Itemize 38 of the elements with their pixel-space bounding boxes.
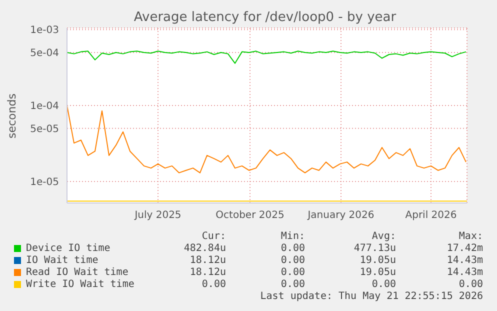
y-tick-label: 1e-04 [30,101,59,112]
text: 482.84u [182,243,226,254]
legend-label: Write IO Wait time [26,279,134,290]
legend-label: IO Wait time [26,255,98,266]
text: Max: [458,231,483,242]
text: 0.00 [370,279,396,290]
y-tick-label: 5e-04 [30,48,59,60]
text: 0.00 [458,279,483,290]
x-tick-label: October 2025 [216,210,284,222]
text: 14.43m [446,255,483,266]
text: 0.00 [280,243,305,254]
y-tick-label: 1e-05 [30,176,59,188]
x-tick-label: January 2026 [306,210,374,222]
y-axis-title: seconds [6,94,18,138]
text: 0.00 [280,255,305,266]
text: 0.00 [200,279,226,290]
text: Min: [280,231,305,242]
chart-title: Average latency for /dev/loop0 - by year [132,10,398,25]
text: Avg: [370,231,396,242]
text: 18.12u [188,255,226,266]
line-series [67,50,466,64]
y-tick-label: 5e-05 [30,124,59,135]
text: 18.12u [188,267,226,278]
text: 0.00 [280,279,305,290]
text: 0.00 [280,267,305,278]
legend-label: Device IO time [26,243,110,254]
x-tick-label: July 2025 [134,210,182,222]
x-tick-label: April 2026 [405,210,457,222]
text: 477.13u [352,243,396,254]
text: Cur: [200,231,226,242]
text: 14.43m [446,267,483,278]
text: 17.42m [446,243,483,254]
y-tick-label: 1e-03 [30,25,59,36]
text: Last update: Thu May 21 22:55:15 2026 [259,291,483,302]
text: 19.05u [358,267,396,278]
text: 19.05u [358,255,396,266]
line-series [67,105,466,174]
legend-label: Read IO Wait time [26,267,128,278]
